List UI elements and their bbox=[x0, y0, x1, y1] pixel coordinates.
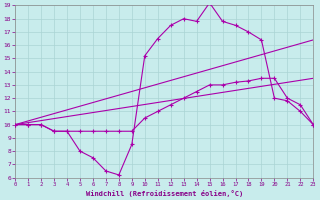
X-axis label: Windchill (Refroidissement éolien,°C): Windchill (Refroidissement éolien,°C) bbox=[85, 190, 243, 197]
